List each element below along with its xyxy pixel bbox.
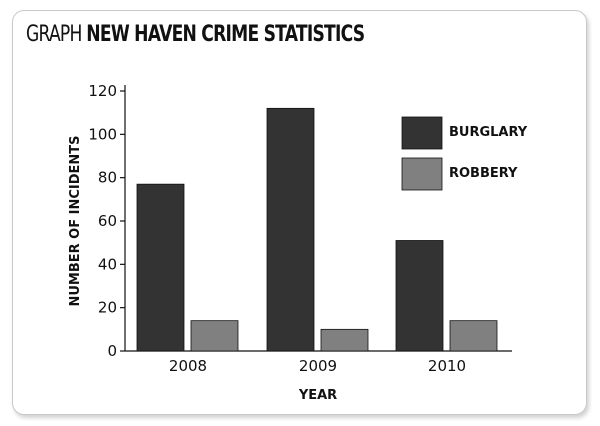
bar-robbery-2010 — [449, 320, 498, 352]
x-axis-title: YEAR — [298, 388, 337, 403]
chart-title: GRAPH NEW HAVEN CRIME STATISTICS — [26, 22, 365, 47]
title-prefix: GRAPH — [26, 22, 82, 47]
x-tick-label: 2010 — [428, 357, 466, 375]
bar-robbery-2008 — [190, 320, 239, 352]
y-tick-label: 120 — [88, 82, 117, 100]
legend-label-burglary: BURGLARY — [449, 125, 528, 140]
legend-swatch-robbery — [401, 157, 443, 191]
bar-burglary-2008 — [136, 183, 185, 352]
y-tick-label: 0 — [107, 342, 117, 360]
y-tick-label: 20 — [98, 299, 117, 317]
y-tick-label: 40 — [98, 255, 117, 273]
title-main: NEW HAVEN CRIME STATISTICS — [86, 22, 365, 47]
bar-burglary-2009 — [266, 107, 315, 352]
y-tick-label: 60 — [98, 212, 117, 230]
x-tick-label: 2008 — [169, 357, 207, 375]
chart-axes — [124, 85, 512, 352]
chart-legend: BURGLARY ROBBERY — [401, 116, 528, 191]
chart-ticks: 0 20 40 60 80 100 120 2008 2009 2010 — [88, 82, 466, 375]
chart-bars — [136, 107, 498, 352]
bar-burglary-2010 — [395, 240, 444, 352]
y-axis-title: NUMBER OF INCIDENTS — [68, 135, 83, 306]
x-tick-label: 2009 — [299, 357, 337, 375]
bar-robbery-2009 — [320, 328, 369, 352]
legend-swatch-burglary — [401, 116, 443, 150]
legend-label-robbery: ROBBERY — [449, 166, 518, 181]
y-tick-label: 80 — [98, 169, 117, 187]
y-tick-label: 100 — [88, 125, 117, 143]
